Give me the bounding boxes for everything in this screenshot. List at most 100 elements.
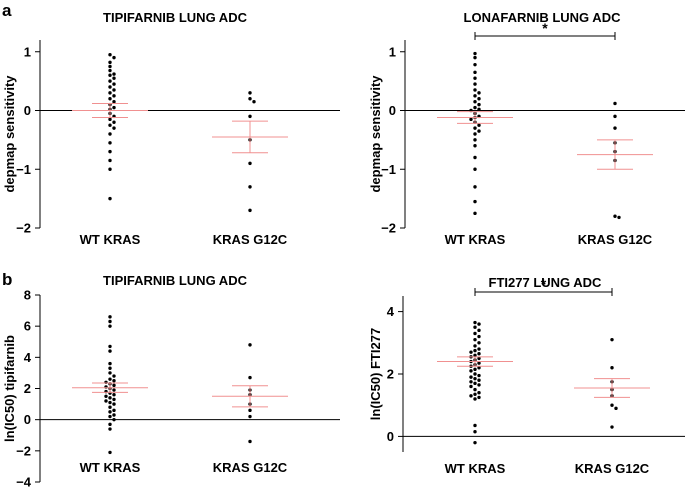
y-axis-label: depmap sensitivity (2, 75, 17, 193)
data-point (248, 185, 252, 189)
data-point (469, 117, 473, 122)
data-point (473, 132, 477, 136)
data-point (473, 440, 477, 445)
chart-tipifarnib-ic50: TIPIFARNIB LUNG ADC −4 −2 0 2 4 6 8 ln(IC50) tip… (2, 273, 340, 490)
chart-title: LONAFARNIB LUNG ADC (464, 10, 622, 25)
data-point (473, 126, 477, 130)
significance-star: * (542, 20, 548, 36)
data-point (108, 366, 112, 370)
data-point (473, 94, 477, 98)
data-point (613, 101, 617, 106)
data-point (108, 344, 112, 349)
data-point (108, 149, 112, 154)
panel-letter-a: a (2, 1, 12, 20)
data-point (477, 373, 481, 378)
data-point (108, 85, 112, 89)
data-point (473, 376, 477, 381)
data-point (108, 400, 112, 405)
data-point (112, 99, 116, 104)
y-axis-label: ln(IC50) tipifarnib (2, 335, 17, 442)
y-tick-label: 2 (24, 381, 31, 396)
data-point (473, 99, 477, 104)
data-point (477, 107, 481, 112)
data-point (112, 408, 116, 413)
data-point (108, 68, 112, 73)
y-tick-label: −1 (16, 162, 31, 177)
data-point (108, 315, 112, 319)
y-tick-label: 4 (387, 304, 395, 319)
data-point (112, 379, 116, 383)
data-point (108, 410, 112, 414)
data-point (108, 167, 112, 171)
data-point (473, 320, 477, 325)
data-point (112, 105, 116, 110)
data-point (473, 144, 477, 148)
data-point (112, 94, 116, 98)
data-point (108, 52, 112, 57)
data-point (469, 350, 473, 354)
data-point (112, 55, 116, 60)
data-point (108, 73, 112, 77)
data-point (108, 361, 112, 366)
data-point (108, 196, 112, 201)
data-point (473, 51, 477, 56)
y-tick-label: 4 (24, 350, 32, 365)
data-point (248, 114, 252, 119)
data-point (614, 406, 618, 411)
data-point (104, 399, 108, 403)
data-point (477, 97, 481, 101)
chart-title: FTI277 LUNG ADC (489, 275, 603, 290)
data-point (613, 114, 617, 119)
category-label: KRAS G12C (213, 460, 288, 475)
data-point (108, 117, 112, 122)
data-point (112, 402, 116, 406)
data-point (477, 347, 481, 351)
data-point (108, 405, 112, 409)
data-point (248, 375, 252, 380)
data-point (610, 337, 614, 342)
data-point (477, 322, 481, 326)
data-point (477, 366, 481, 370)
category-label: KRAS G12C (575, 461, 650, 476)
data-point (477, 378, 481, 382)
chart-title: TIPIFARNIB LUNG ADC (103, 273, 248, 288)
data-point (108, 158, 112, 163)
data-point (469, 394, 473, 398)
data-point (477, 391, 481, 395)
y-axis-label: ln(IC50) FTI277 (368, 328, 383, 420)
data-point (108, 97, 112, 101)
data-point (473, 82, 477, 86)
data-point (473, 88, 477, 92)
data-point (248, 414, 252, 419)
data-point (108, 60, 112, 65)
data-point (473, 185, 477, 189)
data-point (477, 395, 481, 400)
data-point (477, 356, 481, 361)
y-tick-label: 0 (387, 429, 394, 444)
y-tick-label: −2 (381, 221, 396, 236)
data-point (108, 79, 112, 83)
data-point (108, 319, 112, 324)
data-point (617, 215, 621, 220)
data-point (104, 394, 108, 398)
data-point (473, 344, 477, 348)
y-tick-label: −4 (16, 475, 32, 490)
data-point (613, 126, 617, 130)
data-point (473, 105, 477, 110)
data-point (112, 397, 116, 402)
data-point (108, 371, 112, 375)
data-point (108, 349, 112, 353)
y-tick-label: 8 (24, 288, 31, 303)
data-point (473, 55, 477, 60)
data-point (108, 123, 112, 127)
data-point (477, 361, 481, 365)
data-point (473, 353, 477, 357)
data-point (248, 343, 252, 347)
panel-letter-b: b (2, 270, 12, 289)
data-point (473, 167, 477, 171)
data-point (610, 366, 614, 370)
data-point (248, 408, 252, 413)
y-tick-label: 2 (387, 367, 394, 382)
data-point (477, 129, 481, 133)
